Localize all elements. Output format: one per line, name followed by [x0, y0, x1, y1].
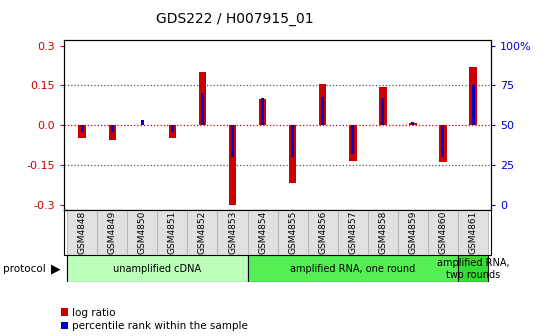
- Bar: [349, 125, 357, 161]
- Text: amplified RNA,
two rounds: amplified RNA, two rounds: [437, 258, 509, 280]
- Bar: [157, 210, 187, 255]
- Text: GSM4858: GSM4858: [378, 211, 387, 254]
- Bar: [409, 123, 417, 125]
- Bar: [291, 125, 294, 157]
- Bar: [218, 210, 248, 255]
- Text: GSM4853: GSM4853: [228, 211, 237, 254]
- Legend: log ratio, percentile rank within the sample: log ratio, percentile rank within the sa…: [61, 308, 248, 331]
- Bar: [127, 210, 157, 255]
- Bar: [171, 125, 174, 131]
- Bar: [381, 98, 384, 125]
- Bar: [67, 255, 248, 282]
- Bar: [411, 122, 415, 125]
- Bar: [97, 210, 127, 255]
- Bar: [472, 85, 474, 125]
- Bar: [111, 125, 114, 131]
- Bar: [108, 125, 116, 140]
- Bar: [259, 99, 266, 125]
- Bar: [201, 93, 204, 125]
- Bar: [379, 87, 387, 125]
- Bar: [321, 96, 324, 125]
- Text: GSM4861: GSM4861: [469, 211, 478, 254]
- Text: protocol: protocol: [3, 264, 46, 274]
- Bar: [458, 255, 488, 282]
- Text: GSM4848: GSM4848: [78, 211, 86, 254]
- Text: GSM4851: GSM4851: [168, 211, 177, 254]
- Bar: [319, 84, 326, 125]
- Bar: [79, 125, 86, 138]
- Text: GSM4854: GSM4854: [258, 211, 267, 254]
- Text: ▶: ▶: [51, 262, 60, 275]
- Text: GSM4859: GSM4859: [408, 211, 417, 254]
- Bar: [199, 72, 206, 125]
- Bar: [278, 210, 307, 255]
- Text: GSM4850: GSM4850: [138, 211, 147, 254]
- Bar: [368, 210, 398, 255]
- Text: GSM4860: GSM4860: [439, 211, 448, 254]
- Bar: [261, 98, 264, 125]
- Bar: [248, 255, 458, 282]
- Bar: [469, 67, 477, 125]
- Bar: [231, 125, 234, 157]
- Text: GSM4852: GSM4852: [198, 211, 207, 254]
- Text: GDS222 / H007915_01: GDS222 / H007915_01: [156, 12, 313, 26]
- Bar: [398, 210, 428, 255]
- Bar: [67, 210, 97, 255]
- Bar: [289, 125, 296, 183]
- Text: GSM4856: GSM4856: [318, 211, 327, 254]
- Text: GSM4849: GSM4849: [108, 211, 117, 254]
- Bar: [141, 120, 144, 125]
- Bar: [248, 210, 278, 255]
- Text: GSM4857: GSM4857: [348, 211, 357, 254]
- Bar: [439, 125, 447, 162]
- Bar: [441, 125, 444, 157]
- Bar: [458, 210, 488, 255]
- Bar: [81, 125, 84, 131]
- Bar: [428, 210, 458, 255]
- Bar: [307, 210, 338, 255]
- Bar: [229, 125, 236, 205]
- Bar: [169, 125, 176, 138]
- Bar: [351, 125, 354, 154]
- Bar: [338, 210, 368, 255]
- Bar: [187, 210, 218, 255]
- Text: GSM4855: GSM4855: [288, 211, 297, 254]
- Text: amplified RNA, one round: amplified RNA, one round: [290, 264, 415, 274]
- Text: unamplified cDNA: unamplified cDNA: [113, 264, 201, 274]
